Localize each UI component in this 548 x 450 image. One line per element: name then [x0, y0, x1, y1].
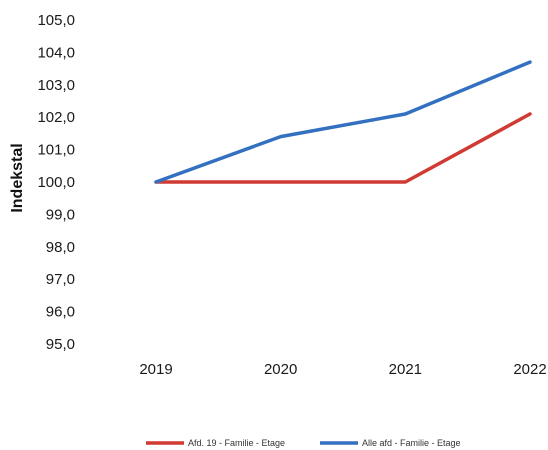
y-tick-label: 95,0 [46, 336, 75, 353]
y-tick-label: 100,0 [37, 174, 75, 191]
series-line [154, 112, 532, 184]
x-tick-label: 2022 [513, 361, 546, 378]
y-tick-label: 105,0 [37, 12, 75, 29]
y-tick-label: 102,0 [37, 109, 75, 126]
y-axis-label: Indekstal [9, 143, 26, 212]
y-tick-label: 98,0 [46, 239, 75, 256]
legend: Afd. 19 - Familie - Etage Alle afd - Fami… [146, 438, 461, 448]
x-tick-label: 2021 [389, 361, 422, 378]
x-tick-label: 2019 [139, 361, 172, 378]
y-tick-label: 103,0 [37, 77, 75, 94]
y-tick-label: 104,0 [37, 44, 75, 61]
y-tick-label: 101,0 [37, 142, 75, 159]
x-axis-ticks: 2019 2020 2021 2022 [139, 361, 546, 378]
legend-label: Alle afd - Familie - Etage [362, 438, 461, 448]
x-tick-label: 2020 [264, 361, 297, 378]
legend-label: Afd. 19 - Familie - Etage [188, 438, 285, 448]
y-tick-label: 96,0 [46, 304, 75, 321]
series-line [154, 60, 532, 184]
y-tick-label: 99,0 [46, 206, 75, 223]
y-tick-label: 97,0 [46, 271, 75, 288]
series-lines [154, 60, 532, 184]
y-axis-ticks: 95,0 96,0 97,0 98,0 99,0 100,0 101,0 102,0 103,0… [37, 12, 75, 353]
